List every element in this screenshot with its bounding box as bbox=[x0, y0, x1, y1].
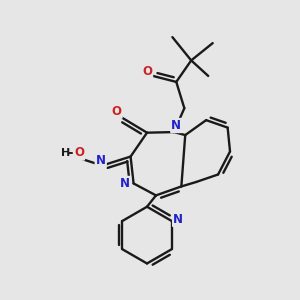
Text: N: N bbox=[96, 154, 106, 167]
Text: O: O bbox=[142, 65, 152, 78]
Text: N: N bbox=[120, 177, 130, 190]
Text: H: H bbox=[61, 148, 70, 158]
Text: O: O bbox=[74, 146, 84, 160]
Text: N: N bbox=[173, 213, 183, 226]
Text: O: O bbox=[112, 105, 122, 118]
Text: N: N bbox=[171, 119, 181, 132]
